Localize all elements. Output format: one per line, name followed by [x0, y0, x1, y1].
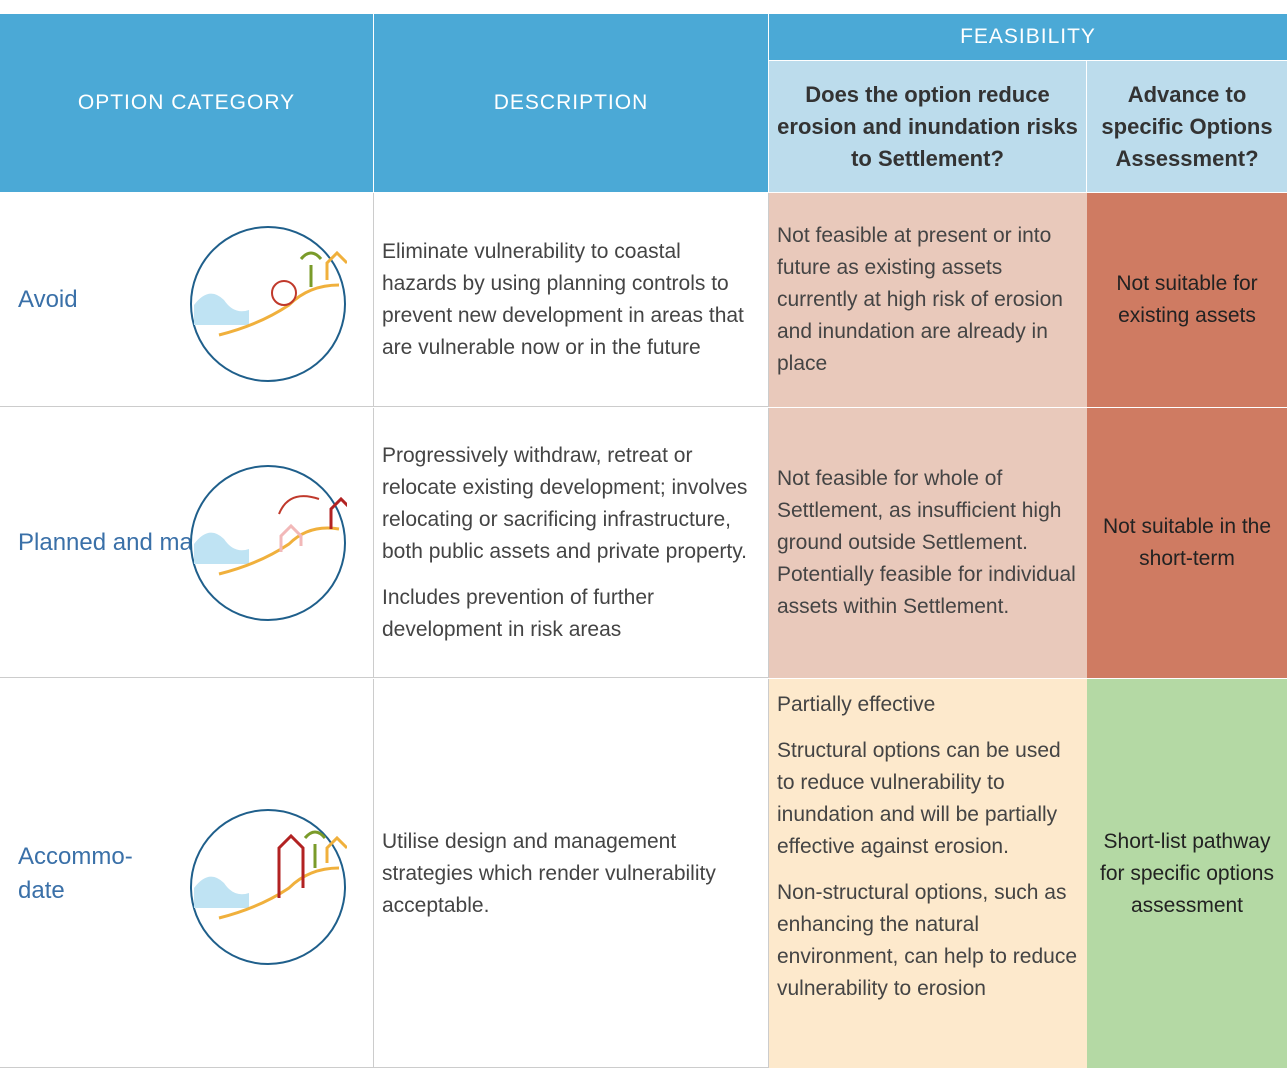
advance: Not suitable for existing assets: [1087, 193, 1287, 407]
header-description: DESCRIPTION: [374, 14, 768, 192]
paragraph: Structural options can be used to reduce…: [777, 739, 1061, 858]
paragraph: Not feasible at present or into future a…: [777, 224, 1063, 375]
paragraph: Eliminate vulnerability to coastal hazar…: [382, 240, 744, 359]
paragraph: Includes prevention of further developme…: [382, 586, 654, 641]
paragraph: Progressively withdraw, retreat or reloc…: [382, 444, 748, 563]
header-question: Does the option reduce erosion and inund…: [769, 61, 1086, 192]
option-category: Accommo- date: [0, 679, 374, 1068]
row-divider: [0, 677, 1287, 678]
advance: Not suitable in the short-term: [1087, 408, 1287, 678]
description: Utilise design and management strategies…: [374, 679, 769, 1068]
option-category: Avoid: [0, 193, 374, 407]
icon-accommodate: [190, 809, 347, 965]
icon-avoid: [190, 226, 347, 382]
feasibility: Not feasible at present or into future a…: [769, 193, 1087, 407]
paragraph: Partially effective: [777, 693, 936, 716]
icon-retreat: [190, 465, 347, 621]
description: Eliminate vulnerability to coastal hazar…: [374, 193, 769, 407]
header-question: Advance to specific Options Assessment?: [1087, 61, 1287, 192]
row-divider: [0, 406, 1287, 407]
paragraph: Non-structural options, such as enhancin…: [777, 881, 1078, 1000]
advance: Short-list pathway for specific options …: [1087, 679, 1287, 1068]
header-option-category: OPTION CATEGORY: [0, 14, 373, 192]
description: Progressively withdraw, retreat or reloc…: [374, 408, 769, 678]
header-feasibility: FEASIBILITY: [769, 14, 1287, 60]
paragraph: Not feasible for whole of Settlement, as…: [777, 467, 1076, 618]
feasibility: Partially effective Structural options ca…: [769, 679, 1087, 1068]
feasibility: Not feasible for whole of Settlement, as…: [769, 408, 1087, 678]
paragraph: Utilise design and management strategies…: [382, 829, 716, 917]
